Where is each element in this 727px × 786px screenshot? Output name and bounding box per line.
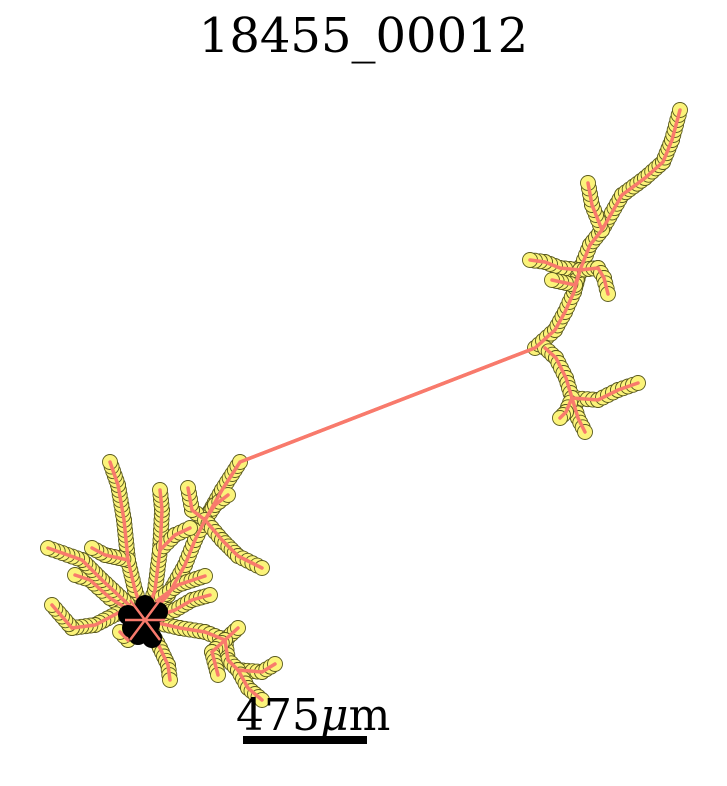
neurite-branch bbox=[203, 268, 582, 522]
neurite-centerline bbox=[203, 268, 582, 522]
neurite-centerline bbox=[236, 668, 264, 702]
neurite-centerline bbox=[586, 181, 604, 232]
scale-bar-label: 475μm bbox=[236, 690, 390, 741]
soma-node bbox=[142, 628, 162, 648]
scale-bar bbox=[243, 736, 367, 744]
neurite-centerline bbox=[90, 546, 130, 562]
neurite-centerline bbox=[210, 638, 227, 677]
neurite-centerline bbox=[143, 618, 240, 643]
neurite-centerline bbox=[108, 460, 147, 622]
neurite-centerline bbox=[550, 268, 582, 288]
neurite-centerline bbox=[203, 493, 230, 522]
neurite-centerline bbox=[158, 526, 192, 552]
neurite-centerline bbox=[186, 486, 207, 522]
neurite-centerline bbox=[570, 381, 640, 402]
neurite-centerline bbox=[558, 396, 574, 420]
scale-value: 475 bbox=[236, 690, 320, 741]
figure-title: 18455_00012 bbox=[198, 8, 529, 64]
neurite-centerline bbox=[578, 266, 610, 296]
neurite-centerline bbox=[578, 108, 682, 272]
neurite-centerline bbox=[543, 346, 587, 434]
scale-mu: μ bbox=[319, 690, 349, 741]
neurite-centerline bbox=[203, 518, 264, 570]
neurite-centerline bbox=[528, 258, 582, 272]
scale-unit: m bbox=[348, 690, 391, 741]
neurite-centerline bbox=[46, 546, 147, 622]
soma-cluster bbox=[118, 595, 168, 648]
soma-node bbox=[135, 595, 155, 615]
